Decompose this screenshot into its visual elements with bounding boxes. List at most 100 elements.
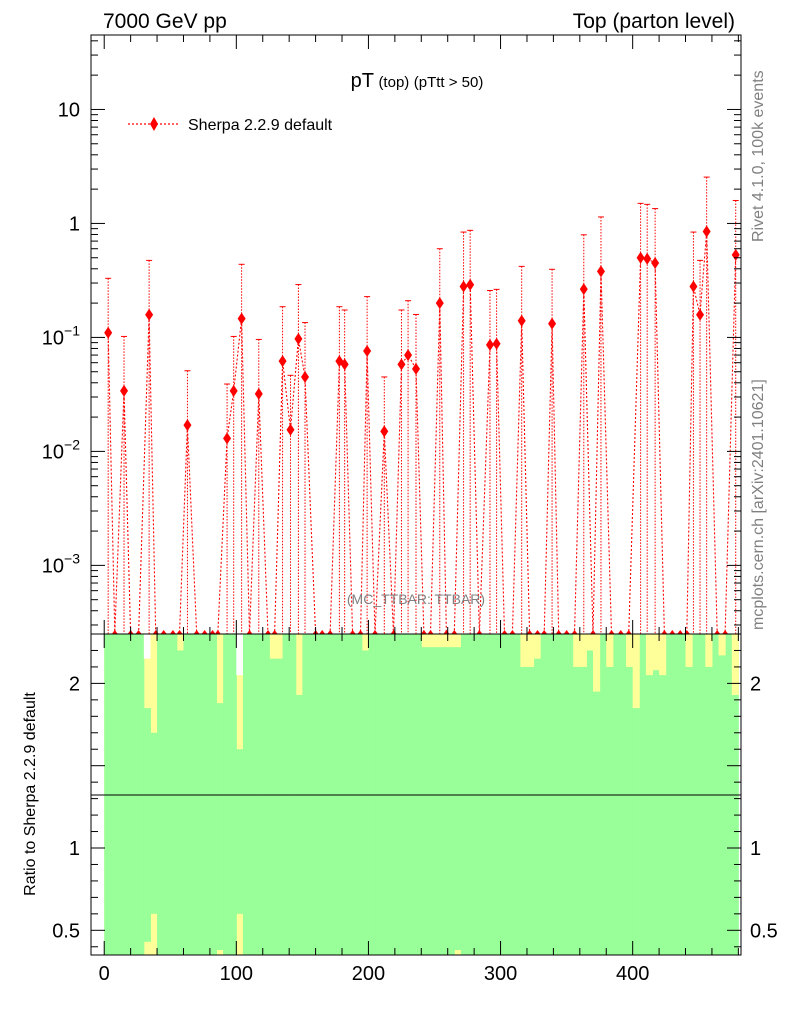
ratio-gap — [236, 634, 243, 676]
legend-marker — [150, 117, 158, 131]
ratio-y-tick-label: 2 — [69, 673, 80, 695]
ratio-band-bin — [421, 647, 429, 955]
ratio-band-bin — [454, 647, 462, 951]
ratio-y-tick-label-right: 1 — [750, 838, 761, 860]
plot-title-main: pT — [351, 70, 374, 92]
ratio-band-outer-bin — [632, 634, 640, 709]
plot-title-cut: (pTtt > 50) — [414, 74, 484, 91]
ratio-band-outer-bin — [579, 634, 587, 667]
mc-point — [104, 326, 113, 339]
ratio-band-outer-bin — [520, 634, 528, 667]
legend-label: Sherpa 2.2.9 default — [188, 117, 333, 134]
plot-title: pT (top) (pTtt > 50) — [351, 70, 484, 92]
mc-point — [459, 280, 468, 293]
header-right: Top (parton level) — [573, 10, 735, 33]
mc-point — [183, 419, 192, 432]
mc-point — [286, 423, 295, 436]
ratio-band-outer-bin — [659, 634, 667, 676]
ratio-x-tick-label: 100 — [220, 963, 253, 985]
mc-point — [223, 432, 232, 445]
ratio-band-outer-bin — [731, 634, 739, 695]
main-plot-panel: 10 1 10−1 10−2 10−3 (MC_TTBAR: TTBAR) pT (to… — [42, 34, 742, 638]
mc-point — [229, 384, 238, 397]
ratio-band-bin — [447, 647, 455, 955]
mc-point — [636, 251, 645, 264]
mcplots-text: mcplots.cern.ch [arXiv:2401.10621] — [750, 379, 767, 630]
plot-title-sub: (top) — [378, 74, 409, 91]
mc-point — [301, 370, 310, 383]
main-series-group — [104, 176, 740, 638]
mc-point — [254, 387, 263, 400]
ratio-band-outer-bin — [652, 634, 660, 671]
ratio-band-outer-bin — [586, 634, 594, 651]
ratio-x-tick-label: 300 — [484, 963, 517, 985]
mc-point — [435, 297, 444, 310]
mc-point — [404, 349, 413, 362]
ratio-band-bin — [295, 694, 303, 955]
legend: Sherpa 2.2.9 default — [128, 117, 333, 134]
mc-point — [548, 317, 557, 330]
mc-point — [731, 248, 740, 261]
ratio-band-bin — [275, 658, 284, 955]
rivet-version-text: Rivet 4.1.0, 100k events — [750, 70, 767, 242]
ratio-band-bin — [216, 703, 224, 951]
ratio-band-outer-bin — [685, 634, 693, 667]
main-y-tick-label: 10 — [58, 99, 80, 121]
mc-point — [397, 358, 406, 371]
ratio-band-outer-bin — [533, 634, 541, 659]
main-y-tick-label: 1 — [69, 213, 80, 235]
ratio-band-bin — [176, 650, 184, 955]
mc-point — [340, 358, 349, 371]
ratio-y-tick-label-right: 2 — [750, 673, 761, 695]
mc-point — [651, 256, 660, 269]
mc-point — [485, 338, 494, 351]
ratio-gap — [143, 634, 151, 659]
ratio-band-bin — [434, 647, 442, 955]
ratio-y-tick-label: 1 — [69, 838, 80, 860]
ratio-band-bin — [441, 647, 449, 955]
ratio-band-outer-bin — [645, 634, 653, 676]
mc-line — [107, 231, 737, 635]
ratio-band-bin — [236, 749, 244, 914]
main-y-tick-label: 10−2 — [42, 436, 80, 463]
ratio-band-bin — [150, 732, 158, 914]
ratio-band-outer-bin — [526, 634, 535, 667]
mc-point — [145, 308, 154, 321]
mc-point — [363, 345, 372, 358]
mc-point — [412, 362, 420, 375]
ratio-band-outer-bin — [705, 634, 713, 667]
mc-point — [492, 337, 501, 350]
mc-point — [696, 308, 705, 321]
mc-point — [294, 332, 303, 345]
ratio-plot-panel: 0.5 0.5 1 1 2 2 0 100 200 300 400 Ratio to Sherpa… — [22, 633, 778, 985]
ratio-y-label: Ratio to Sherpa 2.2.9 default — [22, 692, 39, 896]
ratio-x-axis: 0 100 200 300 400 — [99, 634, 739, 985]
mc-point — [596, 265, 605, 278]
ratio-y-axis: 0.5 0.5 1 1 2 2 — [52, 649, 778, 948]
ratio-band-outer-bin — [606, 634, 614, 667]
mc-point — [517, 314, 526, 327]
mc-point — [380, 425, 389, 438]
mc-point — [702, 225, 711, 238]
ratio-band-outer-bin — [718, 634, 726, 656]
ratio-band-outer-bin — [626, 634, 634, 667]
main-y-axis: 10 1 10−1 10−2 10−3 — [42, 40, 741, 626]
ratio-band-bin — [143, 708, 151, 942]
mc-point — [689, 280, 698, 293]
ratio-band-outer-bin — [573, 634, 581, 667]
ratio-band-outer-bin — [593, 634, 601, 692]
ratio-band-bin — [269, 658, 277, 955]
ratio-band-bin — [361, 650, 369, 955]
main-x-ticks — [103, 35, 739, 634]
ratio-x-tick-label: 0 — [99, 963, 110, 985]
mc-point — [643, 252, 652, 265]
mc-point — [237, 312, 246, 325]
ratio-frame — [90, 633, 742, 956]
mc-point — [579, 283, 588, 296]
main-y-tick-label: 10−3 — [42, 550, 80, 577]
main-y-tick-label: 10−1 — [42, 322, 80, 349]
ratio-y-tick-label: 0.5 — [52, 920, 80, 942]
ratio-band-bin — [427, 647, 435, 955]
ratio-y-tick-label-right: 0.5 — [750, 920, 778, 942]
